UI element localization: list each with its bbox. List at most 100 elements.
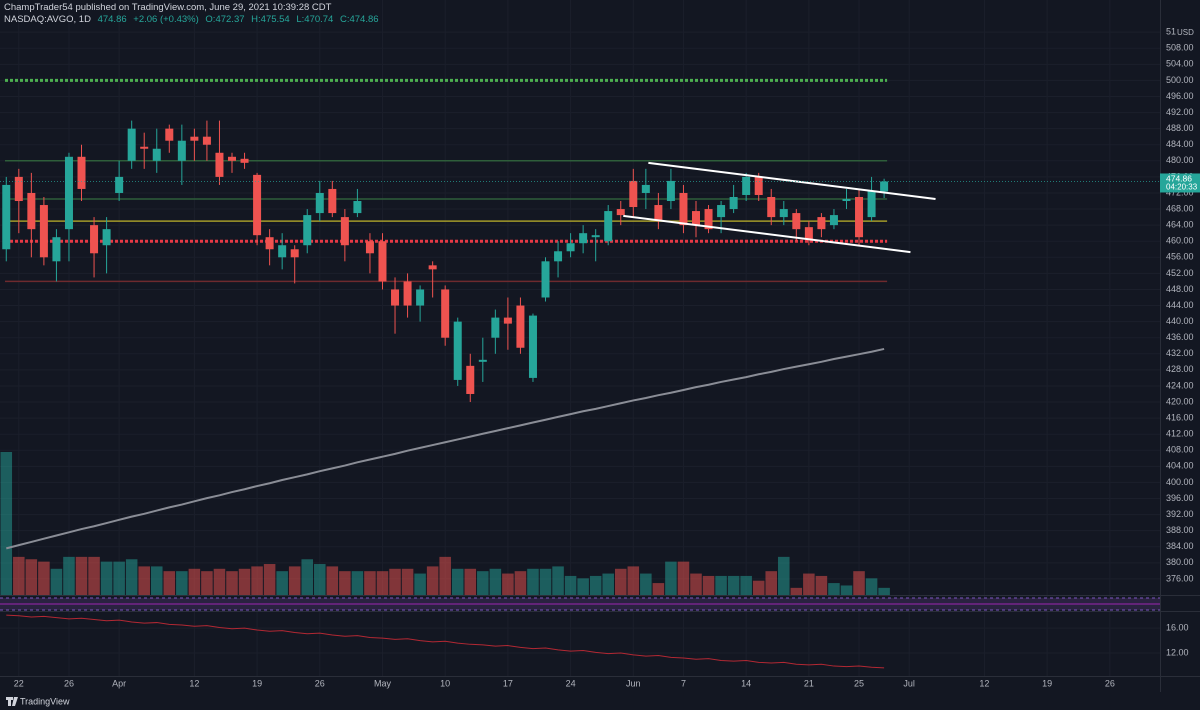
volume-bar	[677, 561, 690, 595]
candle-body	[503, 317, 512, 324]
countdown-label: 04:20:33	[1166, 183, 1198, 192]
x-tick-label: 17	[503, 678, 513, 688]
volume-bar	[414, 573, 426, 595]
y-tick-label: 12.00	[1166, 647, 1189, 657]
footer-bar	[0, 692, 1200, 710]
volume-bar	[213, 568, 226, 595]
candle-body	[2, 184, 11, 250]
volume-bar	[865, 578, 878, 595]
y-tick-label: 504.00	[1166, 59, 1194, 69]
volume-bar	[201, 571, 213, 595]
open-value: O:472.37	[205, 14, 245, 25]
candle-body	[554, 251, 563, 262]
candle-body	[579, 233, 588, 244]
candle-body	[441, 289, 450, 338]
volume-bar	[75, 556, 88, 595]
volume-bar	[301, 559, 314, 595]
candle-body	[340, 217, 349, 246]
y-tick-label: 452.00	[1166, 268, 1194, 278]
publish-line: ChampTrader54 published on TradingView.c…	[4, 2, 332, 13]
candle-body	[315, 192, 324, 214]
candle-body	[140, 146, 149, 149]
x-tick-label: Jul	[903, 678, 915, 688]
candle-body	[127, 128, 136, 161]
candle-body	[817, 217, 826, 230]
x-tick-label: 26	[1105, 678, 1115, 688]
brand-logo	[6, 697, 18, 706]
y-tick-label: 404.00	[1166, 461, 1194, 471]
candle-body	[491, 317, 500, 338]
y-tick-label: 51	[1166, 27, 1176, 37]
candle-body	[228, 156, 236, 161]
y-tick-label: 408.00	[1166, 445, 1194, 455]
candle-body	[115, 176, 124, 193]
volume-bar	[351, 571, 364, 595]
volume-bar	[702, 575, 715, 595]
x-tick-label: Jun	[626, 678, 641, 688]
candle-body	[804, 227, 813, 240]
x-tick-label: 12	[189, 678, 199, 688]
candle-body	[64, 156, 73, 230]
volume-bar	[163, 571, 176, 595]
volume-bar	[276, 571, 288, 595]
volume-bar	[13, 556, 25, 595]
volume-bar	[489, 568, 502, 595]
volume-bar	[176, 571, 188, 595]
volume-bar	[339, 571, 351, 595]
symbol-line: NASDAQ:AVGO, 1D 474.86 +2.06 (+0.43%) O:…	[4, 14, 383, 26]
x-tick-label: 26	[315, 678, 325, 688]
volume-bar	[765, 571, 778, 595]
y-tick-label: 456.00	[1166, 252, 1194, 262]
candle-body	[453, 321, 462, 380]
symbol: NASDAQ:AVGO, 1D	[4, 14, 91, 25]
candle-body	[641, 184, 650, 193]
candle-body	[290, 249, 299, 258]
candle-body	[365, 241, 374, 254]
volume-bar	[125, 559, 138, 595]
close-value: C:474.86	[339, 14, 379, 25]
volume-bar	[389, 568, 401, 595]
candle-body	[391, 289, 400, 306]
candle-body	[855, 196, 864, 238]
y-tick-label: 416.00	[1166, 412, 1194, 422]
volume-bar	[451, 568, 464, 595]
candle-body	[215, 152, 224, 177]
y-tick-label: 384.00	[1166, 541, 1194, 551]
volume-bar	[665, 561, 677, 595]
volume-bar	[477, 571, 489, 595]
y-tick-label: 496.00	[1166, 91, 1194, 101]
candle-body	[679, 192, 688, 226]
volume-bar	[640, 573, 652, 595]
x-tick-label: 19	[252, 678, 262, 688]
volume-bar	[840, 585, 853, 595]
volume-bar	[376, 571, 389, 595]
candle-body	[792, 213, 801, 230]
candle-body	[591, 235, 600, 238]
volume-bar	[464, 568, 477, 595]
candle-body	[403, 281, 412, 306]
currency-label: USD	[1177, 28, 1194, 37]
volume-bar	[38, 561, 50, 595]
candle-body	[265, 237, 274, 250]
volume-bar	[790, 587, 803, 595]
candle-body	[516, 305, 525, 348]
volume-bar	[740, 575, 752, 595]
trend-line	[623, 214, 911, 254]
x-tick-label: 24	[566, 678, 576, 688]
y-tick-label: 376.00	[1166, 573, 1194, 583]
candle-body	[177, 140, 186, 161]
x-tick-label: 14	[741, 678, 751, 688]
candle-body	[328, 188, 337, 214]
y-tick-label: 460.00	[1166, 236, 1194, 246]
header: ChampTrader54 published on TradingView.c…	[4, 2, 383, 26]
candle-body	[466, 365, 475, 394]
x-tick-label: 21	[804, 678, 814, 688]
y-tick-label: 464.00	[1166, 220, 1194, 230]
y-tick-label: 396.00	[1166, 493, 1194, 503]
x-tick-label: 26	[64, 678, 74, 688]
y-tick-label: 432.00	[1166, 348, 1194, 358]
volume-bar	[364, 571, 376, 595]
candle-body	[39, 205, 48, 258]
volume-bar	[238, 568, 251, 595]
